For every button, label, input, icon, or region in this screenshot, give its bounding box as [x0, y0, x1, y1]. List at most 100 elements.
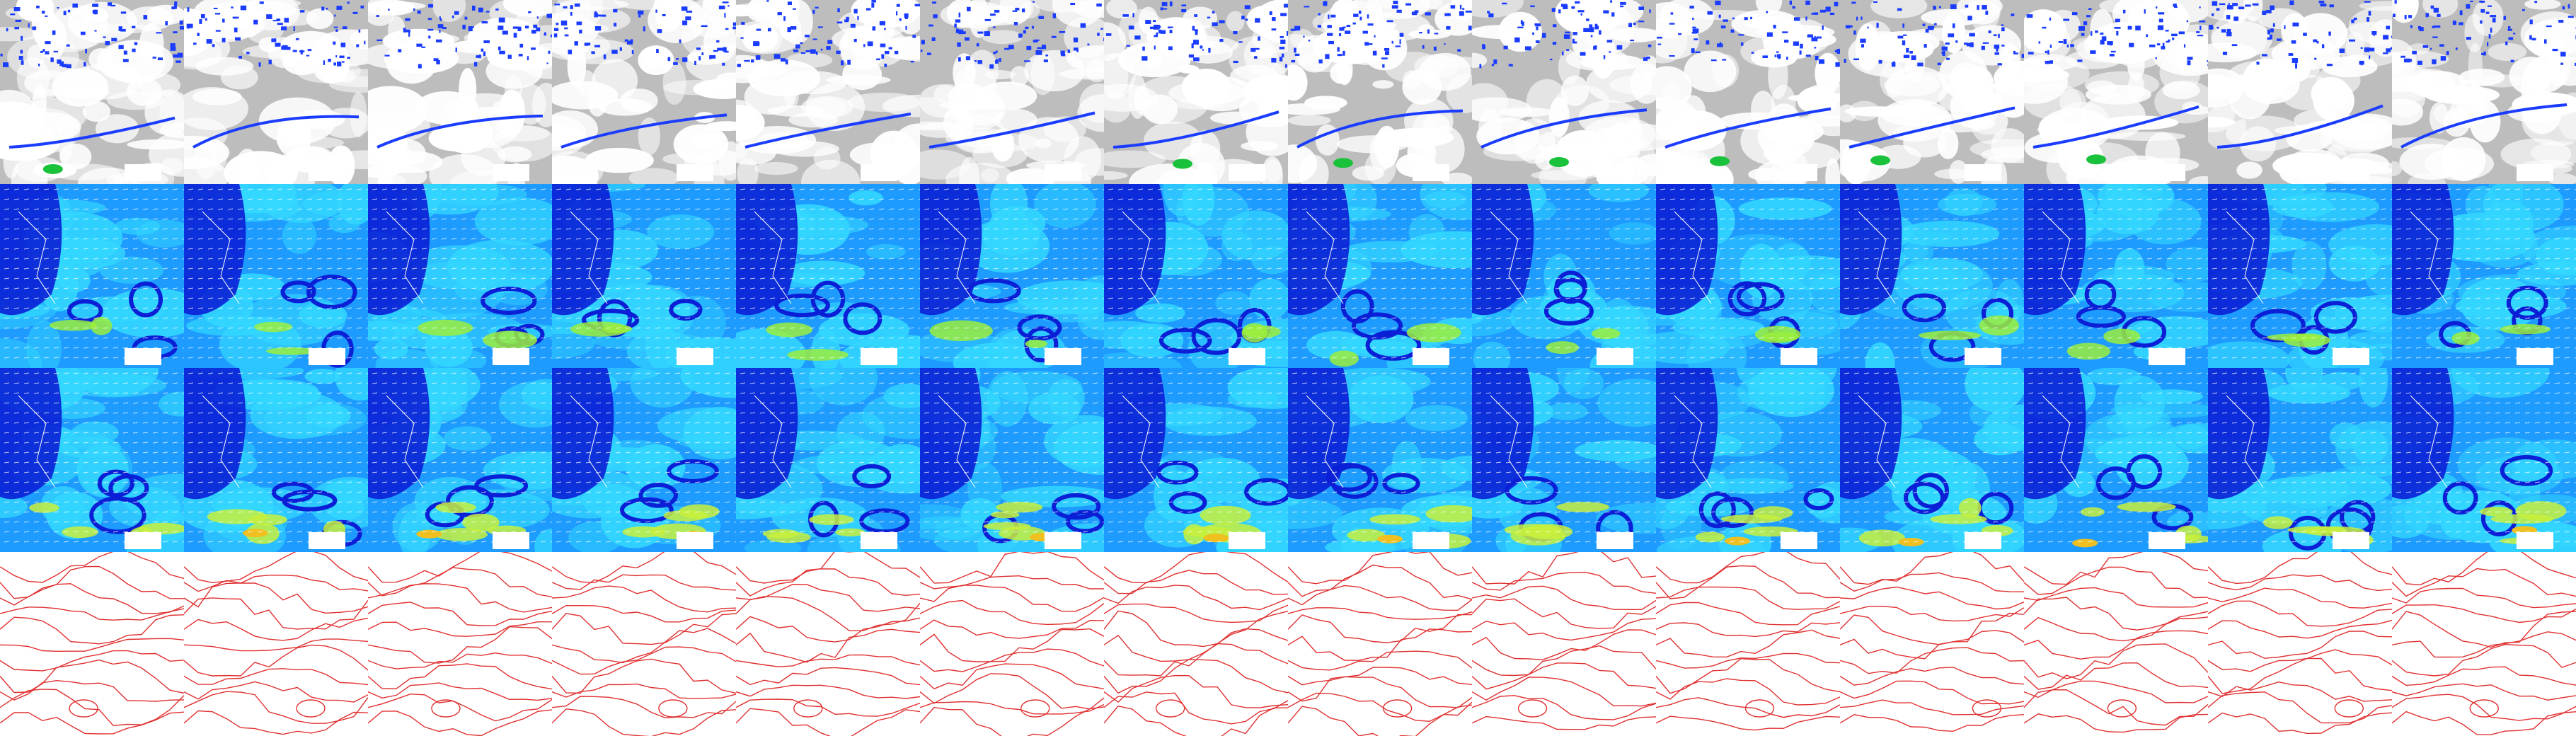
- pressure-isobars-panel-10: [1656, 552, 1840, 736]
- wind-low-map-9: [1472, 184, 1656, 368]
- wind-high-panel-6: [920, 368, 1104, 552]
- wind-high-panel-2: [184, 368, 368, 552]
- pressure-isobars-panel-2: [184, 552, 368, 736]
- wind-high-panel-11: [1840, 368, 2024, 552]
- satellite-cloud-map-1: [0, 0, 184, 184]
- panel-corner-label-box: [1597, 348, 1633, 365]
- wind-high-panel-10: [1656, 368, 1840, 552]
- panel-corner-label-box: [2149, 164, 2185, 181]
- wind-low-map-10: [1656, 184, 1840, 368]
- wind-high-panel-4: [552, 368, 736, 552]
- satellite-cloud-panel-5: [736, 0, 920, 184]
- satellite-cloud-map-5: [736, 0, 920, 184]
- panel-corner-label-box: [1045, 348, 1081, 365]
- panel-corner-label-box: [1781, 164, 1817, 181]
- satellite-cloud-map-7: [1104, 0, 1288, 184]
- wind-high-panel-3: [368, 368, 552, 552]
- wind-high-panel-14: [2392, 368, 2576, 552]
- pressure-isobars-panel-5: [736, 552, 920, 736]
- wind-high-map-3: [368, 368, 552, 552]
- pressure-isobars-panel-8: [1288, 552, 1472, 736]
- satellite-cloud-panel-7: [1104, 0, 1288, 184]
- panel-corner-label-box: [1965, 532, 2001, 549]
- pressure-isobars-panel-13: [2208, 552, 2392, 736]
- wind-high-map-1: [0, 368, 184, 552]
- wind-high-map-8: [1288, 368, 1472, 552]
- panel-corner-label-box: [1781, 532, 1817, 549]
- wind-high-panel-12: [2024, 368, 2208, 552]
- wind-low-map-4: [552, 184, 736, 368]
- panel-corner-label-box: [2517, 532, 2553, 549]
- satellite-cloud-map-11: [1840, 0, 2024, 184]
- panel-corner-label-box: [1597, 532, 1633, 549]
- pressure-isobars-panel-6: [920, 552, 1104, 736]
- wind-low-map-11: [1840, 184, 2024, 368]
- satellite-cloud-map-10: [1656, 0, 1840, 184]
- panel-corner-label-box: [1965, 164, 2001, 181]
- satellite-cloud-map-9: [1472, 0, 1656, 184]
- wind-high-map-11: [1840, 368, 2024, 552]
- wind-low-map-3: [368, 184, 552, 368]
- panel-corner-label-box: [861, 164, 897, 181]
- pressure-isobars-panel-14: [2392, 552, 2576, 736]
- wind-low-panel-2: [184, 184, 368, 368]
- pressure-isobars-map-12: [2024, 552, 2208, 736]
- satellite-cloud-map-14: [2392, 0, 2576, 184]
- panel-corner-label-box: [2517, 348, 2553, 365]
- wind-low-panel-8: [1288, 184, 1472, 368]
- panel-corner-label-box: [493, 348, 529, 365]
- wind-low-map-12: [2024, 184, 2208, 368]
- panel-corner-label-box: [2333, 348, 2369, 365]
- pressure-isobars-map-7: [1104, 552, 1288, 736]
- wind-low-map-6: [920, 184, 1104, 368]
- pressure-isobars-panel-1: [0, 552, 184, 736]
- satellite-cloud-panel-9: [1472, 0, 1656, 184]
- pressure-isobars-map-14: [2392, 552, 2576, 736]
- pressure-isobars-map-8: [1288, 552, 1472, 736]
- satellite-cloud-map-4: [552, 0, 736, 184]
- satellite-cloud-panel-11: [1840, 0, 2024, 184]
- wind-low-panel-11: [1840, 184, 2024, 368]
- wind-low-panel-1: [0, 184, 184, 368]
- wind-low-panel-7: [1104, 184, 1288, 368]
- panel-corner-label-box: [309, 348, 345, 365]
- panel-corner-label-box: [861, 532, 897, 549]
- satellite-cloud-map-12: [2024, 0, 2208, 184]
- panel-corner-label-box: [1045, 164, 1081, 181]
- wind-low-panel-5: [736, 184, 920, 368]
- pressure-isobars-map-6: [920, 552, 1104, 736]
- panel-corner-label-box: [493, 532, 529, 549]
- panel-corner-label-box: [309, 532, 345, 549]
- panel-corner-label-box: [861, 348, 897, 365]
- wind-high-panel-1: [0, 368, 184, 552]
- wind-high-map-14: [2392, 368, 2576, 552]
- wind-high-map-10: [1656, 368, 1840, 552]
- wind-low-map-2: [184, 184, 368, 368]
- satellite-cloud-map-8: [1288, 0, 1472, 184]
- wind-high-panel-13: [2208, 368, 2392, 552]
- panel-corner-label-box: [1597, 164, 1633, 181]
- satellite-cloud-panel-4: [552, 0, 736, 184]
- wind-low-panel-4: [552, 184, 736, 368]
- wind-low-map-14: [2392, 184, 2576, 368]
- panel-corner-label-box: [677, 532, 713, 549]
- satellite-cloud-panel-3: [368, 0, 552, 184]
- pressure-isobars-map-1: [0, 552, 184, 736]
- pressure-isobars-map-11: [1840, 552, 2024, 736]
- wind-low-panel-6: [920, 184, 1104, 368]
- wind-low-map-7: [1104, 184, 1288, 368]
- pressure-isobars-panel-11: [1840, 552, 2024, 736]
- wind-low-panel-14: [2392, 184, 2576, 368]
- panel-corner-label-box: [309, 164, 345, 181]
- wind-high-panel-5: [736, 368, 920, 552]
- panel-corner-label-box: [125, 348, 161, 365]
- pressure-isobars-panel-12: [2024, 552, 2208, 736]
- pressure-isobars-panel-3: [368, 552, 552, 736]
- wind-low-panel-9: [1472, 184, 1656, 368]
- wind-high-panel-7: [1104, 368, 1288, 552]
- satellite-cloud-panel-8: [1288, 0, 1472, 184]
- satellite-cloud-map-13: [2208, 0, 2392, 184]
- panel-corner-label-box: [2149, 348, 2185, 365]
- pressure-isobars-map-5: [736, 552, 920, 736]
